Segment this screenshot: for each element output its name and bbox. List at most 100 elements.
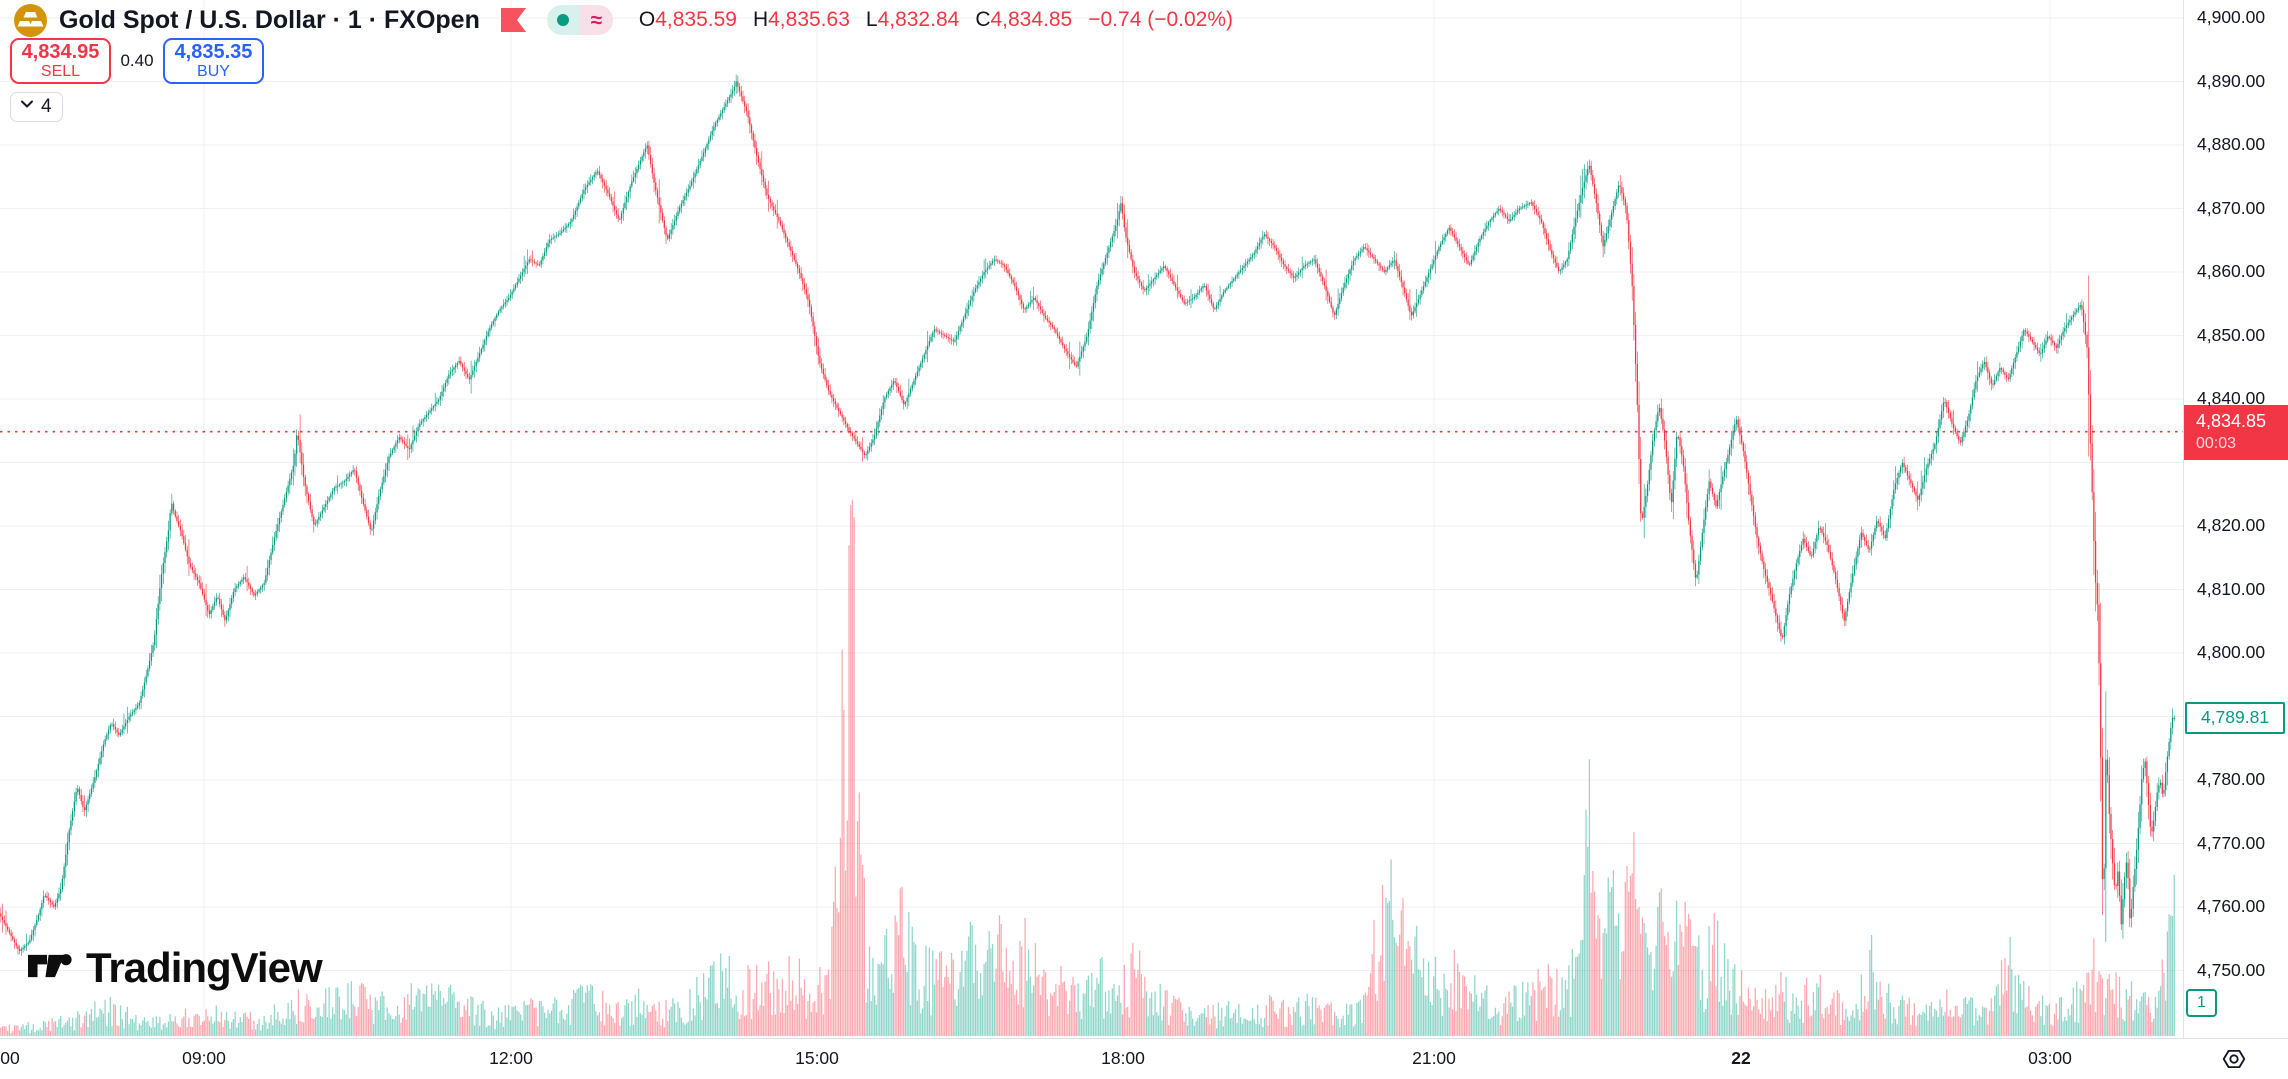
- volume-bar: [591, 986, 594, 1036]
- candle-body: [569, 222, 571, 224]
- buy-button[interactable]: 4,835.35 BUY: [163, 38, 264, 84]
- volume-bar: [1077, 983, 1079, 1036]
- candle-body: [614, 205, 616, 211]
- candle-body: [1508, 218, 1510, 222]
- volume-bar: [410, 983, 412, 1036]
- volume-bar: [2021, 999, 2023, 1036]
- candle-body: [564, 227, 566, 230]
- candle-body: [749, 117, 751, 126]
- candle-wick: [34, 923, 36, 937]
- price-tick-label: 4,810.00: [2197, 578, 2266, 599]
- volume-bar: [1065, 990, 1067, 1036]
- candle-body: [1640, 459, 1642, 514]
- volume-bar: [313, 1019, 315, 1036]
- candle-body: [1046, 318, 1048, 321]
- candle-body: [761, 168, 763, 176]
- flag-icon[interactable]: [498, 5, 529, 35]
- candle-body: [343, 481, 346, 483]
- candle-body: [988, 265, 990, 268]
- candle-wick: [588, 177, 590, 187]
- axis-settings-icon[interactable]: [2220, 1045, 2248, 1073]
- candle-body: [328, 497, 330, 501]
- volume-bar: [2110, 989, 2112, 1036]
- candle-body: [1698, 560, 1700, 575]
- candle-body: [800, 272, 802, 279]
- candle-body: [1431, 264, 1433, 269]
- volume-bar: [463, 1005, 465, 1036]
- volume-bar: [1995, 986, 1998, 1036]
- candle-body: [1416, 303, 1418, 308]
- candlestick-chart-canvas[interactable]: [0, 0, 2183, 1038]
- volume-bar: [889, 988, 891, 1036]
- candle-body: [1504, 214, 1507, 217]
- candle-body: [504, 302, 506, 305]
- candle-body: [1241, 267, 1243, 271]
- chart-plot-area[interactable]: TradingView Gold Spot / U.S. Dollar · 1 …: [0, 0, 2183, 1038]
- volume-bar: [1139, 950, 1141, 1036]
- candle-body: [1994, 380, 1996, 385]
- candle-wick: [1072, 354, 1074, 364]
- sell-button[interactable]: 4,834.95 SELL: [10, 38, 111, 84]
- volume-bar: [1373, 919, 1375, 1036]
- time-axis[interactable]: 00 09:00 12:00 15:00 18:00 21:00 22 03:00: [0, 1038, 2288, 1079]
- volume-bar: [2033, 1021, 2035, 1036]
- candle-wick: [1325, 269, 1327, 301]
- volume-bar: [745, 1014, 748, 1036]
- candle-body: [1070, 356, 1072, 360]
- volume-bar: [850, 505, 852, 1036]
- candle-body: [205, 599, 207, 606]
- candle-body: [1257, 246, 1259, 250]
- candle-body: [417, 427, 419, 432]
- volume-bar: [306, 994, 308, 1036]
- volume-bar: [1682, 946, 1685, 1036]
- price-axis[interactable]: 4,834.85 00:03 4,789.81 1 4,900.00 4,890.…: [2183, 0, 2288, 1038]
- candle-wick: [1173, 274, 1175, 287]
- volume-bar: [547, 1009, 549, 1036]
- volume-bar: [191, 1027, 193, 1036]
- volume-bar: [1125, 1007, 1127, 1036]
- candle-body: [829, 390, 831, 395]
- volume-bar: [1734, 964, 1736, 1036]
- candle-body: [1253, 252, 1255, 255]
- volume-bar: [769, 993, 771, 1036]
- candle-body: [1392, 261, 1394, 264]
- volume-bar: [509, 1020, 512, 1036]
- candle-wick: [217, 595, 219, 600]
- candle-body: [323, 507, 325, 511]
- volume-bar: [740, 1014, 742, 1036]
- symbol-title[interactable]: Gold Spot / U.S. Dollar · 1 · FXOpen: [59, 5, 480, 34]
- candle-body: [1580, 195, 1582, 203]
- volume-bar: [30, 1030, 33, 1036]
- market-status-toggle[interactable]: ≈: [546, 5, 613, 35]
- candle-body: [834, 401, 836, 405]
- candle-body: [1735, 419, 1738, 425]
- volume-bar: [415, 995, 417, 1036]
- volume-bar: [660, 1025, 662, 1036]
- candle-body: [1322, 276, 1324, 281]
- volume-bar: [477, 1004, 479, 1036]
- candle-body: [971, 296, 973, 301]
- candle-body: [1472, 255, 1474, 260]
- volume-bar: [225, 1011, 228, 1036]
- candle-body: [155, 619, 158, 635]
- volume-bar: [1645, 932, 1647, 1036]
- candle-body: [311, 509, 313, 517]
- candle-body: [1720, 484, 1722, 493]
- candle-body: [1751, 494, 1753, 506]
- object-tree-collapse-button[interactable]: 4: [10, 92, 63, 122]
- volume-bar: [1159, 983, 1161, 1036]
- candle-wick: [554, 234, 556, 243]
- candle-wick: [344, 479, 345, 486]
- volume-bar: [1322, 1021, 1324, 1036]
- candle-body: [1862, 532, 1864, 537]
- candle-body: [730, 93, 732, 98]
- volume-bar: [1409, 946, 1411, 1036]
- candle-body: [1631, 263, 1633, 286]
- volume-bar: [1886, 992, 1888, 1036]
- candle-wick: [315, 519, 316, 527]
- candle-body: [1077, 361, 1079, 367]
- candle-body: [824, 374, 826, 380]
- volume-bar: [1484, 990, 1486, 1036]
- candle-body: [626, 197, 628, 203]
- candle-body: [1941, 411, 1943, 420]
